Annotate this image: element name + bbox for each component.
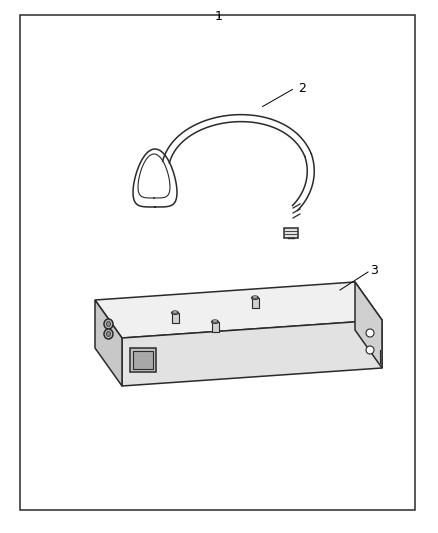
Polygon shape [95, 300, 122, 386]
Bar [284, 228, 298, 238]
Ellipse shape [104, 319, 113, 329]
Polygon shape [251, 298, 258, 308]
Ellipse shape [251, 296, 258, 300]
Polygon shape [95, 282, 382, 338]
Polygon shape [133, 149, 177, 207]
Polygon shape [355, 282, 382, 368]
Polygon shape [172, 313, 179, 323]
Polygon shape [122, 320, 382, 386]
Circle shape [366, 346, 374, 354]
Ellipse shape [172, 312, 179, 314]
Ellipse shape [212, 320, 218, 322]
Ellipse shape [212, 321, 219, 324]
Text: 2: 2 [298, 82, 306, 94]
Ellipse shape [104, 329, 113, 339]
Text: 1: 1 [215, 10, 223, 23]
Bar [133, 351, 153, 369]
Text: 3: 3 [370, 263, 378, 277]
Circle shape [366, 329, 374, 337]
Ellipse shape [106, 332, 110, 336]
Ellipse shape [172, 311, 178, 313]
Polygon shape [212, 322, 219, 332]
Ellipse shape [106, 321, 110, 327]
Bar [130, 348, 156, 372]
Ellipse shape [252, 296, 258, 298]
